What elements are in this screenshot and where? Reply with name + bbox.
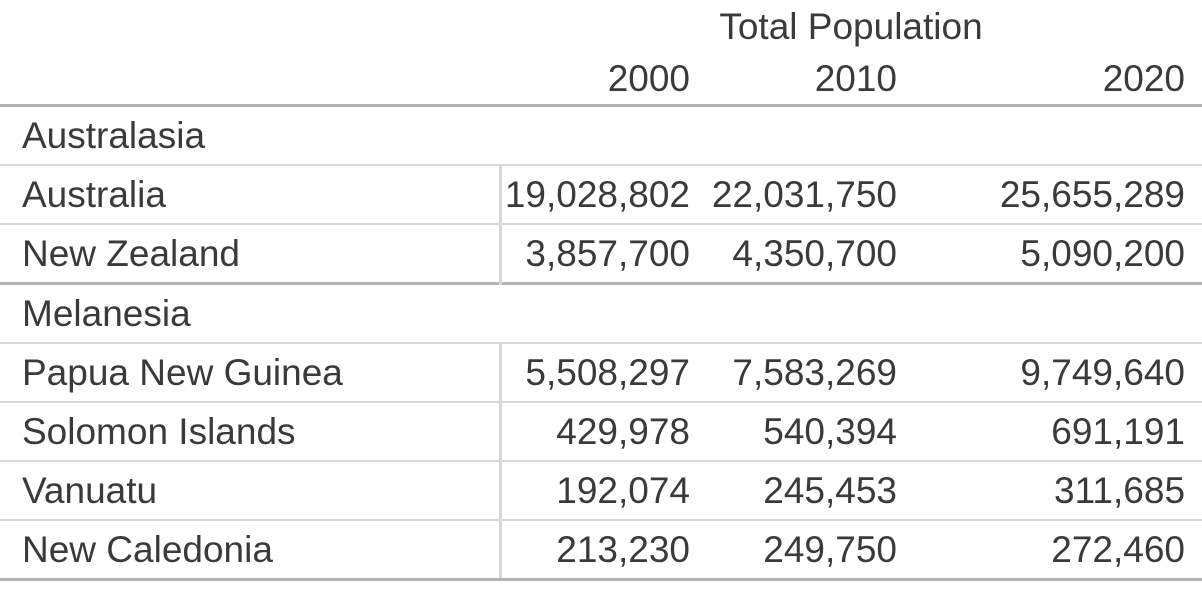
table-body: Australasia Australia 19,028,802 22,031,… (0, 104, 1202, 581)
region-row-australasia: Australasia (0, 104, 1202, 165)
country-label: New Zealand (0, 223, 502, 284)
country-label: Australia (0, 164, 502, 224)
country-label: Solomon Islands (0, 401, 502, 461)
value-2010: 7,583,269 (690, 342, 897, 402)
table-row-australia: Australia 19,028,802 22,031,750 25,655,2… (0, 164, 1202, 224)
value-2020: 272,460 (897, 519, 1202, 581)
value-2000: 429,978 (500, 401, 690, 461)
value-2000: 3,857,700 (500, 223, 690, 284)
value-2010: 22,031,750 (690, 164, 897, 224)
region-row-melanesia: Melanesia (0, 282, 1202, 343)
table-row-vanuatu: Vanuatu 192,074 245,453 311,685 (0, 460, 1202, 520)
value-2010: 4,350,700 (690, 223, 897, 284)
value-2010: 245,453 (690, 460, 897, 520)
country-label: Vanuatu (0, 460, 502, 520)
value-2010: 249,750 (690, 519, 897, 581)
table-row-new-caledonia: New Caledonia 213,230 249,750 272,460 (0, 519, 1202, 581)
table-header: Total Population 2000 2010 2020 (0, 0, 1202, 107)
value-2020: 311,685 (897, 460, 1202, 520)
column-group-header-total-population: Total Population (719, 6, 983, 47)
column-header-2000: 2000 (500, 53, 690, 107)
year-header-row: 2000 2010 2020 (0, 53, 1202, 107)
country-label: New Caledonia (0, 519, 502, 581)
table-row-new-zealand: New Zealand 3,857,700 4,350,700 5,090,20… (0, 223, 1202, 284)
column-header-2020: 2020 (897, 53, 1202, 107)
value-2020: 5,090,200 (897, 223, 1202, 284)
value-2000: 192,074 (500, 460, 690, 520)
country-label: Papua New Guinea (0, 342, 502, 402)
region-label: Melanesia (0, 282, 1202, 343)
table-row-solomon-islands: Solomon Islands 429,978 540,394 691,191 (0, 401, 1202, 461)
value-2000: 5,508,297 (500, 342, 690, 402)
column-group-header-row: Total Population (0, 0, 1202, 53)
value-2000: 213,230 (500, 519, 690, 581)
value-2020: 691,191 (897, 401, 1202, 461)
header-spacer-cell (0, 53, 500, 107)
region-label: Australasia (0, 104, 1202, 165)
header-spacer-cell (0, 0, 500, 53)
value-2020: 25,655,289 (897, 164, 1202, 224)
column-header-2010: 2010 (690, 53, 897, 107)
value-2000: 19,028,802 (500, 164, 690, 224)
table-row-papua-new-guinea: Papua New Guinea 5,508,297 7,583,269 9,7… (0, 342, 1202, 402)
population-table: Total Population 2000 2010 2020 Australa… (0, 0, 1202, 581)
value-2020: 9,749,640 (897, 342, 1202, 402)
value-2010: 540,394 (690, 401, 897, 461)
